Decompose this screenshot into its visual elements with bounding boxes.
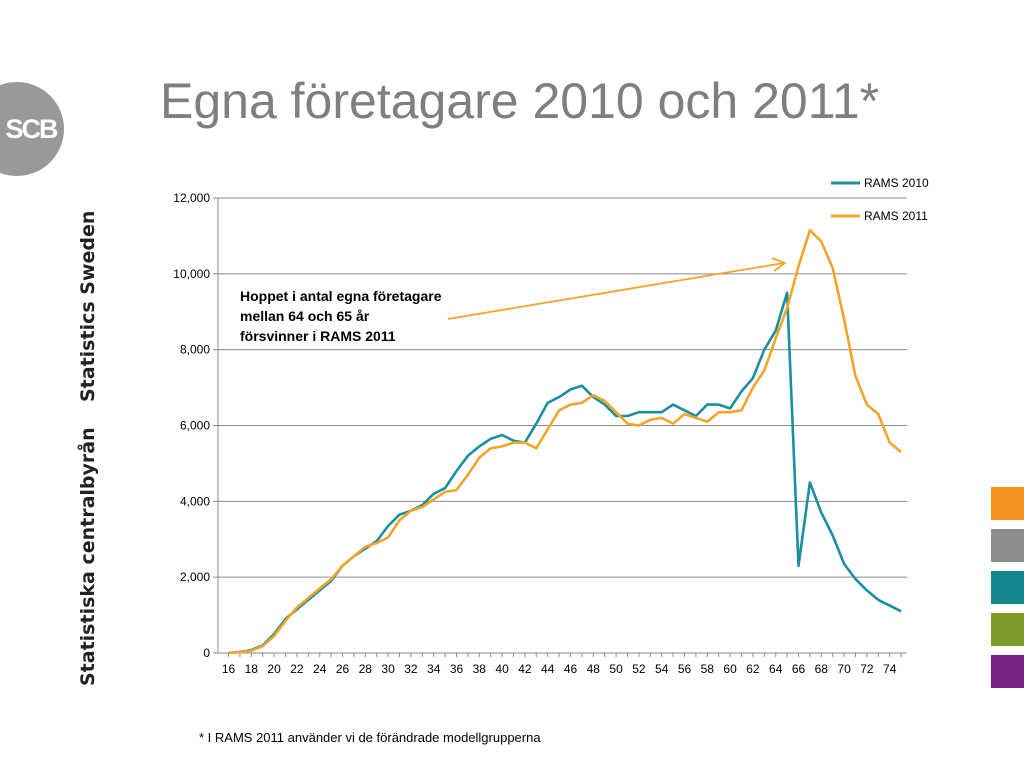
x-tick-label: 30 xyxy=(381,662,395,676)
annotation-text-line: Hoppet i antal egna företagare xyxy=(240,288,442,304)
scb-logo-text: SCB xyxy=(5,113,58,144)
x-tick-label: 28 xyxy=(359,662,373,676)
x-tick-label: 56 xyxy=(678,662,692,676)
color-swatch-gray xyxy=(991,529,1024,562)
x-tick-label: 46 xyxy=(564,662,578,676)
x-tick-label: 34 xyxy=(427,662,441,676)
x-tick-label: 42 xyxy=(518,662,532,676)
y-tick-label: 6,000 xyxy=(180,419,210,433)
axes: 0 2,000 4,000 6,000 8,000 10,000 12,000 16 18 20 2… xyxy=(173,191,907,676)
y-tick-label: 2,000 xyxy=(180,570,210,584)
x-tick-label: 70 xyxy=(837,662,851,676)
annotation-arrow-line xyxy=(447,262,785,320)
x-tick-label: 26 xyxy=(336,662,350,676)
x-tick-label: 64 xyxy=(769,662,783,676)
x-tick-label: 48 xyxy=(587,662,601,676)
legend-label-2: RAMS 2011 xyxy=(864,209,928,223)
x-tick-label: 66 xyxy=(792,662,806,676)
y-tick-label: 12,000 xyxy=(173,191,210,205)
x-tick-label: 50 xyxy=(609,662,623,676)
series-line-1 xyxy=(228,291,902,655)
x-tick-label: 72 xyxy=(860,662,874,676)
color-swatch-purple xyxy=(991,655,1024,688)
x-tick-label: 22 xyxy=(290,662,304,676)
color-swatch-teal xyxy=(991,571,1024,604)
x-tick-label: 68 xyxy=(815,662,829,676)
x-tick-label: 60 xyxy=(723,662,737,676)
legend-label-1: RAMS 2010 xyxy=(864,176,929,190)
legend: RAMS 2010 RAMS 2011 xyxy=(831,176,929,223)
series-line-2 xyxy=(228,228,902,655)
x-tick-label: 32 xyxy=(404,662,418,676)
x-tick-label: 40 xyxy=(495,662,509,676)
series-lines xyxy=(228,228,902,655)
x-tick-label: 36 xyxy=(450,662,464,676)
annotation-arrow-head xyxy=(771,257,786,272)
annotation-text-line: försvinner i RAMS 2011 xyxy=(240,328,396,344)
x-tick-label: 18 xyxy=(245,662,259,676)
y-tick-label: 4,000 xyxy=(180,494,210,508)
color-swatch-green xyxy=(991,613,1024,646)
slide-title: Egna företagare 2010 och 2011* xyxy=(160,73,880,129)
y-tick-label: 8,000 xyxy=(180,343,210,357)
annotation-text-line: mellan 64 och 65 år xyxy=(240,308,370,324)
footnote: * I RAMS 2011 använder vi de förändrade … xyxy=(199,730,541,745)
y-tick-label: 0 xyxy=(203,646,210,660)
x-tick-label: 74 xyxy=(883,662,897,676)
x-tick-label: 20 xyxy=(267,662,281,676)
x-tick-label: 16 xyxy=(222,662,236,676)
x-tick-label: 58 xyxy=(701,662,715,676)
x-tick-label: 44 xyxy=(541,662,555,676)
x-tick-label: 24 xyxy=(313,662,327,676)
y-tick-label: 10,000 xyxy=(173,267,210,281)
x-tick-label: 38 xyxy=(473,662,487,676)
x-tick-label: 54 xyxy=(655,662,669,676)
x-tick-label: 52 xyxy=(632,662,646,676)
color-swatch-orange xyxy=(991,487,1024,520)
gridlines xyxy=(218,197,907,578)
x-tick-label: 62 xyxy=(746,662,760,676)
annotation: Hoppet i antal egna företagare mellan 64 … xyxy=(240,257,786,344)
